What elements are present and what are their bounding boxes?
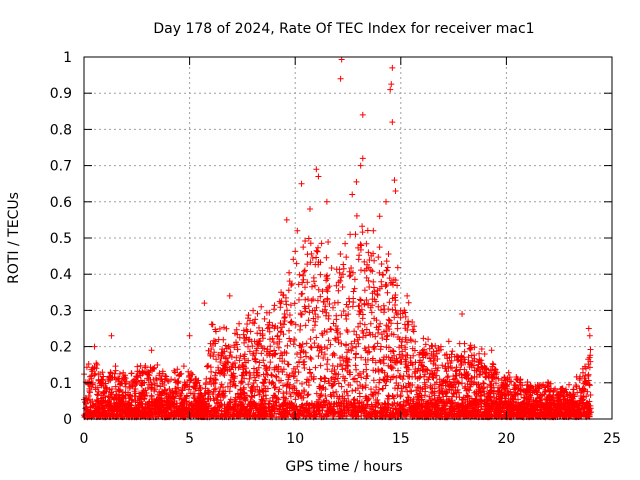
data-point: [359, 111, 366, 118]
data-point: [108, 332, 115, 339]
x-tick-label: 15: [392, 431, 410, 447]
y-tick-label: 0.9: [50, 86, 72, 102]
data-points: [81, 56, 594, 421]
x-tick-label: 0: [80, 431, 89, 447]
data-point: [306, 206, 313, 213]
data-point: [283, 216, 290, 223]
data-point: [91, 343, 98, 350]
data-point: [383, 198, 390, 205]
data-point: [388, 81, 395, 88]
data-point: [585, 325, 592, 332]
data-point: [226, 292, 233, 299]
grid: [84, 57, 612, 419]
data-point: [313, 166, 320, 173]
data-point: [148, 347, 155, 354]
data-point-cloud: [81, 212, 594, 421]
y-tick-label: 0: [63, 412, 72, 428]
data-point: [338, 56, 345, 63]
data-point: [586, 332, 593, 339]
x-tick-label: 25: [603, 431, 621, 447]
data-point: [349, 191, 356, 198]
axis-ticks: 0 5 10 15 20 25 0 0.1 0.2 0.3 0.4 0.5 0.6 0.7 0.8 0.9 1: [50, 50, 621, 447]
y-tick-label: 0.5: [50, 231, 72, 247]
x-tick-label: 5: [185, 431, 194, 447]
data-point: [370, 227, 377, 234]
data-point: [389, 119, 396, 126]
data-point: [337, 75, 344, 82]
y-tick-label: 0.4: [50, 267, 72, 283]
data-point: [437, 343, 444, 350]
data-point: [294, 227, 301, 234]
data-point: [387, 86, 394, 93]
data-point: [459, 311, 466, 318]
y-tick-label: 1: [63, 50, 72, 66]
data-point: [359, 155, 366, 162]
chart-title: Day 178 of 2024, Rate Of TEC Index for r…: [153, 21, 534, 37]
data-point: [353, 178, 360, 185]
data-point: [404, 292, 411, 299]
y-tick-label: 0.2: [50, 340, 72, 356]
y-tick-label: 0.7: [50, 159, 72, 175]
data-point: [392, 187, 399, 194]
data-point: [391, 177, 398, 184]
data-point: [347, 231, 354, 238]
y-tick-label: 0.1: [50, 376, 72, 392]
data-point: [186, 332, 193, 339]
data-point: [201, 300, 208, 307]
x-tick-label: 10: [286, 431, 304, 447]
x-axis-label: GPS time / hours: [285, 459, 402, 475]
data-point: [376, 213, 383, 220]
data-point: [323, 198, 330, 205]
y-tick-label: 0.8: [50, 122, 72, 138]
data-point: [389, 64, 396, 71]
y-axis-label: ROTI / TECUs: [6, 192, 22, 284]
data-point: [357, 162, 364, 169]
x-tick-label: 20: [497, 431, 515, 447]
data-point: [315, 173, 322, 180]
data-point: [488, 347, 495, 354]
y-tick-label: 0.6: [50, 195, 72, 211]
y-tick-label: 0.3: [50, 303, 72, 319]
data-point: [298, 180, 305, 187]
